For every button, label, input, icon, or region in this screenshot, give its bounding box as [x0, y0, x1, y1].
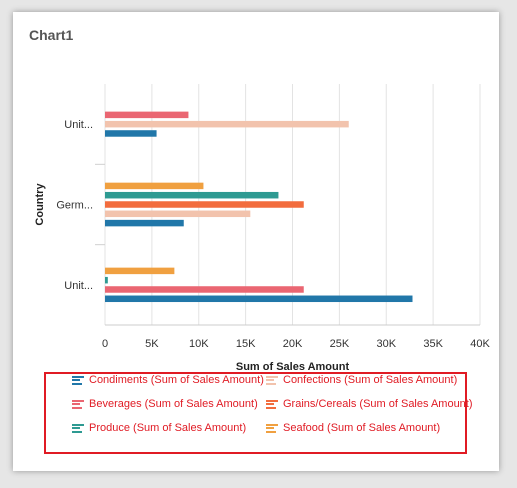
bar: [105, 130, 157, 137]
x-tick-label: 30K: [376, 338, 396, 350]
bar: [105, 210, 251, 218]
bar: [105, 191, 279, 199]
legend-label: Produce (Sum of Sales Amount): [89, 422, 247, 434]
y-tick-label: Unit...: [64, 119, 93, 131]
x-tick-label: 0: [102, 338, 108, 350]
x-tick-label: 5K: [145, 338, 159, 350]
bar-series-icon: [72, 399, 86, 409]
x-tick-label: 40K: [470, 338, 490, 350]
bar: [105, 286, 304, 293]
legend-item[interactable]: Beverages (Sum of Sales Amount): [72, 398, 258, 410]
bar: [105, 295, 413, 303]
legend-item[interactable]: Seafood (Sum of Sales Amount): [266, 422, 440, 434]
bar-series-icon: [72, 375, 86, 385]
x-tick-label: 15K: [236, 338, 256, 350]
x-tick-label: 35K: [423, 338, 443, 350]
bar: [105, 111, 189, 119]
legend-item[interactable]: Confections (Sum of Sales Amount): [266, 374, 457, 386]
bar: [105, 201, 304, 208]
y-tick-label: Germ...: [56, 200, 93, 212]
bar-series-icon: [266, 375, 280, 385]
legend-label: Beverages (Sum of Sales Amount): [89, 398, 258, 410]
x-axis-title: Sum of Sales Amount: [236, 361, 350, 373]
legend-label: Grains/Cereals (Sum of Sales Amount): [283, 398, 473, 410]
legend-label: Condiments (Sum of Sales Amount): [89, 374, 264, 386]
legend-label: Confections (Sum of Sales Amount): [283, 374, 458, 386]
bar: [105, 219, 184, 227]
chart-title: Chart1: [29, 27, 74, 43]
bar-series-icon: [266, 423, 280, 433]
x-tick-label: 10K: [189, 338, 209, 350]
legend-item[interactable]: Grains/Cereals (Sum of Sales Amount): [266, 398, 473, 410]
chart-card: Chart1 0 5K 10K 15K 20K 25K 30K 35K 40K Unit... Ge…: [13, 12, 499, 471]
legend-item[interactable]: Condiments (Sum of Sales Amount): [72, 374, 264, 386]
bar: [105, 120, 349, 128]
bar: [105, 267, 175, 275]
legend-label: Seafood (Sum of Sales Amount): [283, 422, 441, 434]
bar: [105, 182, 204, 190]
bar: [105, 276, 108, 284]
legend-item[interactable]: Produce (Sum of Sales Amount): [72, 422, 246, 434]
x-tick-label: 25K: [330, 338, 350, 350]
y-axis-title: Country: [34, 183, 46, 226]
bar-series-icon: [266, 399, 280, 409]
bar-series-icon: [72, 423, 86, 433]
y-tick-label: Unit...: [64, 280, 93, 292]
bar-chart: 0 5K 10K 15K 20K 25K 30K 35K 40K Unit... Germ... Un…: [34, 84, 490, 373]
chart-legend: Condiments (Sum of Sales Amount) Confecti…: [44, 372, 473, 454]
x-tick-label: 20K: [283, 338, 303, 350]
